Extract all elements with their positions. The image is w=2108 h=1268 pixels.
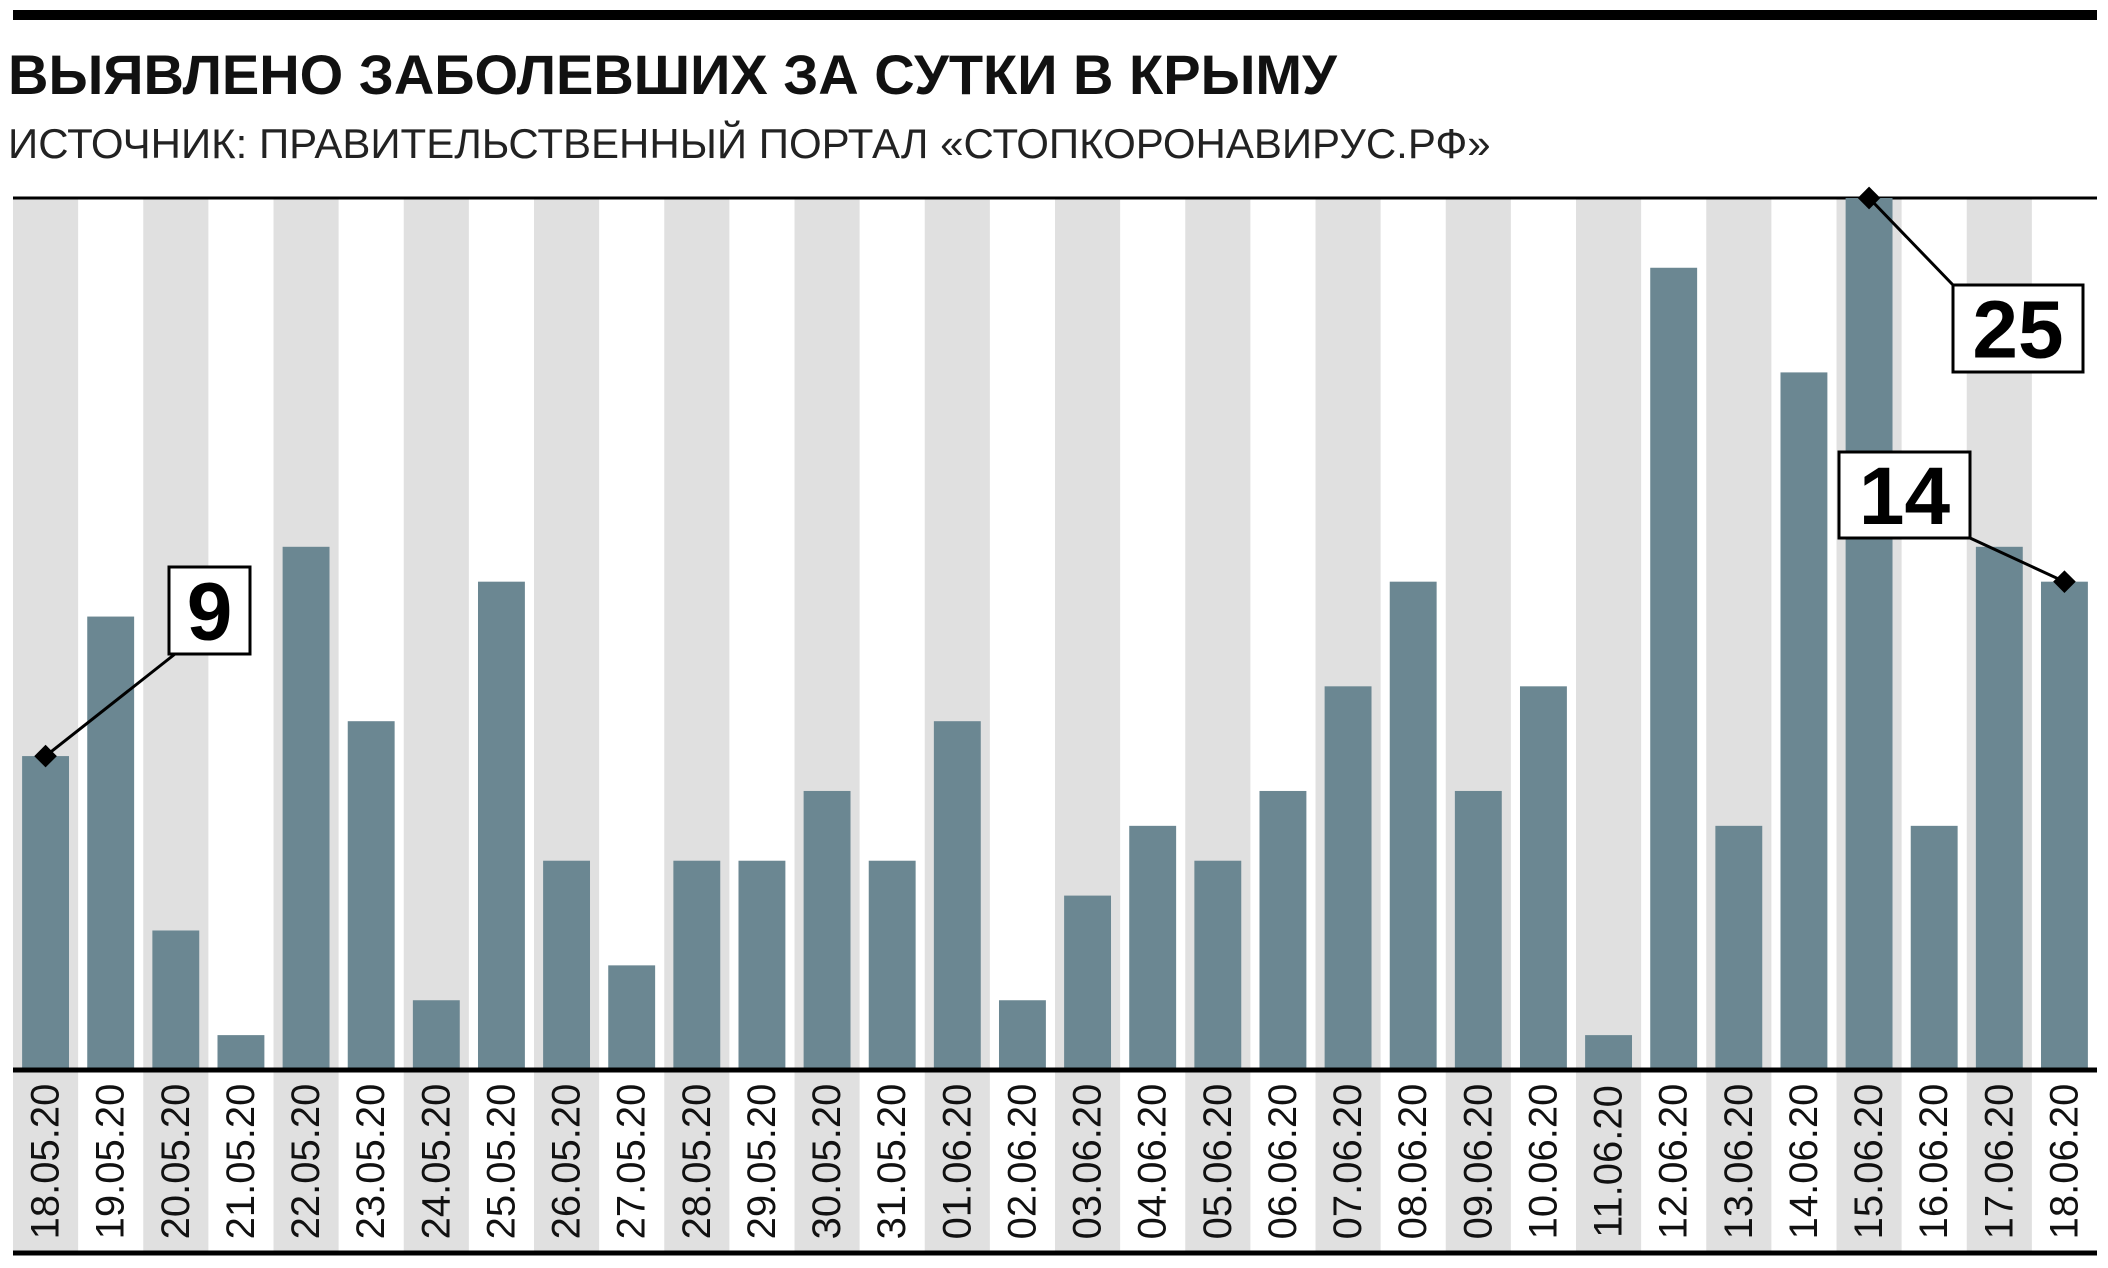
x-tick-label: 24.05.20 [414, 1084, 458, 1240]
data-label: 25 [1972, 285, 2063, 376]
callout-box [1837, 450, 1972, 540]
bar [673, 860, 721, 1070]
x-tick-label: 07.06.20 [1326, 1084, 1370, 1240]
bar [608, 965, 656, 1070]
column-shade [1576, 198, 1642, 1253]
bar [347, 721, 395, 1070]
data-label: 9 [187, 567, 233, 658]
bar [87, 616, 135, 1070]
column-shade [534, 198, 600, 1253]
bar [1650, 267, 1698, 1070]
callout-line [1867, 196, 1955, 287]
bar [1715, 825, 1763, 1070]
x-tick-label: 08.06.20 [1391, 1084, 1435, 1240]
bar [282, 546, 330, 1070]
column-shade [13, 198, 79, 1253]
bar [998, 1000, 1046, 1070]
column-shade [143, 198, 209, 1253]
x-tick-label: 13.06.20 [1717, 1084, 1761, 1240]
bar [477, 581, 525, 1070]
x-tick-label: 27.05.20 [610, 1084, 654, 1240]
x-tick-label: 31.05.20 [870, 1084, 914, 1240]
column-backgrounds [13, 198, 2032, 1253]
column-shade [1055, 198, 1121, 1253]
x-tick-label: 23.05.20 [349, 1084, 393, 1240]
bar [543, 860, 591, 1070]
x-tick-label: 28.05.20 [675, 1084, 719, 1240]
x-tick-label: 20.05.20 [154, 1084, 198, 1240]
x-tick-label: 06.06.20 [1261, 1084, 1305, 1240]
bar [1389, 581, 1437, 1070]
bar [1129, 825, 1177, 1070]
bar [738, 860, 786, 1070]
bar [2040, 581, 2088, 1070]
callout-line [1969, 536, 2066, 584]
x-tick-label: 19.05.20 [89, 1084, 133, 1240]
column-shade [1445, 198, 1511, 1253]
x-tick-label: 01.06.20 [935, 1084, 979, 1240]
bar [22, 756, 70, 1070]
x-tick-label: 25.05.20 [479, 1084, 523, 1240]
x-tick-label: 18.06.20 [2042, 1084, 2086, 1240]
bar [1454, 790, 1502, 1070]
top-rule [13, 10, 2097, 20]
x-tick-label: 17.06.20 [1977, 1084, 2021, 1240]
x-tick-label: 21.05.20 [219, 1084, 263, 1240]
bar [152, 930, 200, 1070]
column-shade [403, 198, 469, 1253]
chart-title: ВЫЯВЛЕНО ЗАБОЛЕВШИХ ЗА СУТКИ В КРЫМУ [8, 43, 1338, 106]
bar [217, 1035, 265, 1070]
x-tick-label: 26.05.20 [545, 1084, 589, 1240]
x-tick-label: 10.06.20 [1521, 1084, 1565, 1240]
callout-diamond [2053, 570, 2076, 593]
x-tick-label: 05.06.20 [1196, 1084, 1240, 1240]
column-shade [1706, 198, 1772, 1253]
chart-subtitle: ИСТОЧНИК: ПРАВИТЕЛЬСТВЕННЫЙ ПОРТАЛ «СТОП… [8, 119, 1491, 167]
title-text: ВЫЯВЛЕНО ЗАБОЛЕВШИХ ЗА СУТКИ В [8, 43, 1129, 106]
bar [1064, 895, 1112, 1070]
bar [1780, 372, 1828, 1070]
bar [1910, 825, 1958, 1070]
data-label: 14 [1859, 451, 1951, 542]
column-shade [1185, 198, 1251, 1253]
bar [1519, 686, 1567, 1070]
callout-line [44, 652, 176, 758]
column-shade [794, 198, 860, 1253]
x-tick-label: 09.06.20 [1456, 1084, 1500, 1240]
bar [1259, 790, 1307, 1070]
bar [1324, 686, 1372, 1070]
x-tick-label: 22.05.20 [284, 1084, 328, 1240]
x-tick-label: 29.05.20 [740, 1084, 784, 1240]
bar [933, 721, 981, 1070]
bar [803, 790, 851, 1070]
x-tick-label: 18.05.20 [24, 1084, 68, 1240]
callout-box [1951, 283, 2085, 374]
bar [1585, 1035, 1633, 1070]
callout-box [167, 565, 252, 656]
x-tick-label: 30.05.20 [805, 1084, 849, 1240]
x-tick-label: 02.06.20 [1000, 1084, 1044, 1240]
x-tick-label: 16.06.20 [1912, 1084, 1956, 1240]
x-tick-label: 12.06.20 [1652, 1084, 1696, 1240]
x-tick-label: 03.06.20 [1066, 1084, 1110, 1240]
bar [1194, 860, 1242, 1070]
x-tick-label: 11.06.20 [1587, 1085, 1631, 1238]
bar [868, 860, 916, 1070]
x-tick-label: 15.06.20 [1847, 1084, 1891, 1240]
bar [412, 1000, 460, 1070]
column-shade [664, 198, 730, 1253]
x-tick-label: 14.06.20 [1782, 1084, 1826, 1240]
title-bold: КРЫМУ [1129, 43, 1338, 106]
bar [1845, 198, 1893, 1070]
x-tick-label: 04.06.20 [1131, 1084, 1175, 1240]
bar [1975, 546, 2023, 1070]
